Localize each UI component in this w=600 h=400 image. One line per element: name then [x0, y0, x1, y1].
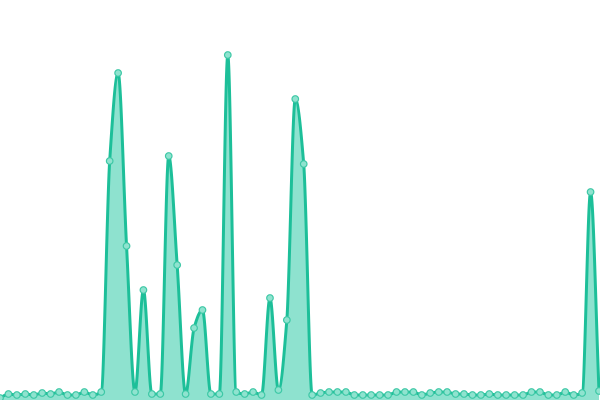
data-point-38: [316, 389, 325, 397]
data-point-43: [358, 391, 367, 399]
data-point-24: [198, 306, 207, 314]
data-point-26: [215, 390, 224, 398]
data-point-48: [401, 388, 409, 396]
data-point-49: [409, 388, 418, 396]
data-point-57: [476, 391, 485, 399]
data-point-62: [519, 391, 527, 399]
data-point-64: [536, 388, 544, 396]
data-point-53: [443, 388, 452, 396]
data-point-25: [207, 390, 215, 398]
data-point-51: [426, 389, 435, 397]
data-point-54: [451, 390, 460, 398]
data-point-20: [164, 152, 173, 160]
data-point-44: [367, 391, 376, 399]
data-point-47: [392, 388, 401, 396]
data-point-61: [510, 391, 519, 399]
data-point-7: [55, 388, 63, 396]
data-point-67: [561, 388, 570, 396]
data-point-42: [350, 391, 359, 399]
data-point-71: [595, 387, 600, 395]
data-point-59: [493, 391, 502, 399]
data-point-18: [147, 390, 156, 398]
data-point-68: [569, 391, 578, 399]
data-point-1: [4, 390, 13, 398]
data-point-65: [544, 391, 553, 399]
data-point-15: [122, 242, 131, 250]
data-point-10: [80, 388, 89, 396]
data-point-34: [282, 316, 291, 324]
data-point-63: [527, 388, 536, 396]
data-point-17: [139, 286, 148, 294]
data-point-11: [88, 391, 97, 399]
data-point-12: [97, 388, 106, 396]
data-point-60: [502, 391, 511, 399]
data-point-28: [232, 388, 241, 396]
data-point-21: [173, 261, 182, 269]
data-point-3: [21, 390, 30, 398]
data-point-31: [257, 391, 266, 399]
data-points: [0, 51, 600, 400]
data-point-50: [417, 391, 426, 399]
data-point-39: [325, 388, 333, 396]
data-point-5: [38, 389, 47, 397]
data-point-22: [181, 390, 190, 398]
data-point-66: [552, 391, 561, 399]
data-point-4: [29, 391, 38, 399]
data-point-58: [485, 390, 494, 398]
data-point-52: [434, 388, 443, 396]
data-point-23: [190, 324, 198, 332]
data-point-13: [105, 157, 114, 165]
data-point-27: [223, 51, 232, 59]
data-point-16: [131, 388, 139, 396]
data-point-46: [384, 391, 392, 399]
data-point-19: [156, 390, 165, 398]
data-point-6: [46, 390, 55, 398]
series-area-fill: [0, 55, 599, 400]
data-point-69: [578, 389, 587, 397]
data-point-30: [249, 388, 257, 396]
data-point-41: [342, 388, 350, 396]
data-point-9: [72, 391, 80, 399]
data-point-29: [240, 390, 249, 398]
data-point-32: [266, 294, 274, 302]
data-point-14: [114, 69, 123, 77]
data-point-40: [333, 388, 342, 396]
data-point-56: [468, 391, 477, 399]
data-point-35: [291, 95, 300, 103]
data-point-33: [274, 386, 283, 394]
data-point-70: [586, 188, 595, 196]
data-point-37: [308, 391, 317, 399]
data-point-45: [375, 391, 384, 399]
data-point-0: [0, 394, 4, 400]
data-point-36: [299, 160, 308, 168]
data-point-8: [63, 391, 72, 399]
data-point-55: [460, 390, 468, 398]
data-point-2: [12, 391, 21, 399]
